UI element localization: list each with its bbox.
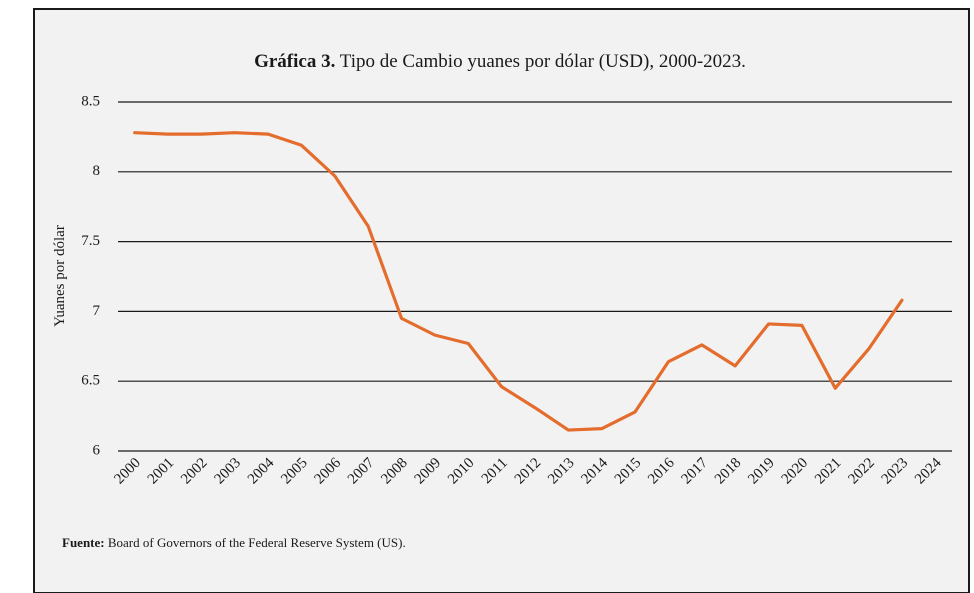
y-tick-label: 6 <box>93 442 101 458</box>
y-tick-label: 8.5 <box>81 93 100 109</box>
y-axis-label: Yuanes por dólar <box>52 225 68 327</box>
title-text: Tipo de Cambio yuanes por dólar (USD), 2… <box>340 51 746 72</box>
chart-frame <box>33 8 970 593</box>
source-label: Fuente: <box>62 535 105 550</box>
y-tick-label: 7.5 <box>81 233 100 249</box>
source-note: Fuente: Board of Governors of the Federa… <box>62 535 406 550</box>
y-tick-label: 7 <box>93 303 101 319</box>
data-line <box>133 131 904 432</box>
y-tick-label: 6.5 <box>81 373 100 389</box>
y-tick-label: 8 <box>93 163 101 179</box>
title-label: Gráfica 3. <box>254 51 335 72</box>
chart-title: Gráfica 3. Tipo de Cambio yuanes por dól… <box>254 51 746 72</box>
source-text: Board of Governors of the Federal Reserv… <box>108 535 406 550</box>
